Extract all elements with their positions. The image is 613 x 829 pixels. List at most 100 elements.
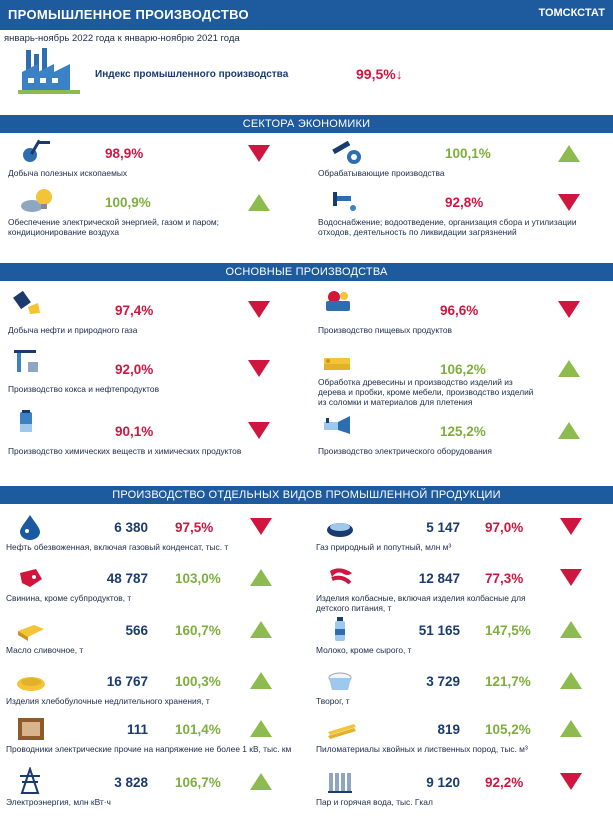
sector-value: 92,8% <box>445 195 484 210</box>
production-label: Добыча нефти и природного газа <box>8 325 138 335</box>
organization-name: ТОМСКСТАТ <box>538 7 606 19</box>
trend-up-icon <box>248 194 270 211</box>
product-quantity: 51 165 <box>418 623 460 638</box>
product-label: Молоко, кроме сырого, т <box>316 645 412 655</box>
trend-down-icon <box>248 422 270 439</box>
production-value: 97,4% <box>115 303 154 318</box>
product-quantity: 12 847 <box>418 571 460 586</box>
trend-up-icon <box>560 672 582 689</box>
trend-down-icon <box>560 773 582 790</box>
product-quantity: 6 380 <box>114 520 148 535</box>
sector-label: Обрабатывающие производства <box>318 168 445 178</box>
product-label: Газ природный и попутный, млн м³ <box>316 542 452 552</box>
trend-up-icon <box>558 422 580 439</box>
section-header-products: ПРОИЗВОДСТВО ОТДЕЛЬНЫХ ВИДОВ ПРОМЫШЛЕННО… <box>0 486 613 504</box>
energy-icon <box>18 186 52 214</box>
product-label: Нефть обезвоженная, включая газовый конд… <box>6 542 229 552</box>
gas-burner-icon <box>324 512 358 540</box>
trend-up-icon <box>560 621 582 638</box>
food-icon <box>320 287 354 315</box>
product-index-value: 103,0% <box>175 571 221 586</box>
product-index-value: 105,2% <box>485 722 531 737</box>
product-quantity: 3 828 <box>114 775 148 790</box>
sector-value: 100,1% <box>445 146 491 161</box>
butter-icon <box>14 615 48 643</box>
product-label: Изделия колбасные, включая изделия колба… <box>316 593 526 613</box>
product-label: Электроэнергия, млн кВт·ч <box>6 797 111 807</box>
trend-down-icon <box>250 518 272 535</box>
oil-extraction-icon <box>10 287 44 315</box>
production-label: Производство кокса и нефтепродуктов <box>8 384 160 394</box>
trend-down-icon <box>558 194 580 211</box>
electric-equipment-icon <box>320 408 354 436</box>
mining-icon <box>18 137 52 165</box>
manufacturing-icon <box>328 137 362 165</box>
trend-down-icon <box>558 301 580 318</box>
product-quantity: 48 787 <box>106 571 148 586</box>
cable-icon <box>14 714 48 742</box>
production-value: 92,0% <box>115 362 154 377</box>
trend-up-icon <box>558 360 580 377</box>
product-index-value: 101,4% <box>175 722 221 737</box>
production-value: 125,2% <box>440 424 486 439</box>
radiator-icon <box>324 767 358 795</box>
wood-icon <box>320 346 354 374</box>
bread-icon <box>14 666 48 694</box>
production-label: Производство химических веществ и химиче… <box>8 446 242 456</box>
trend-up-icon <box>558 145 580 162</box>
product-label: Творог, т <box>316 696 350 706</box>
product-quantity: 9 120 <box>426 775 460 790</box>
product-index-value: 121,7% <box>485 674 531 689</box>
product-index-value: 160,7% <box>175 623 221 638</box>
production-value: 90,1% <box>115 424 154 439</box>
product-quantity: 16 767 <box>106 674 148 689</box>
coke-icon <box>10 346 44 374</box>
product-label: Пар и горячая вода, тыс. Гкал <box>316 797 433 807</box>
trend-up-icon <box>250 720 272 737</box>
product-label: Масло сливочное, т <box>6 645 84 655</box>
period-subtitle: январь-ноябрь 2022 года к январю-ноябрю … <box>4 33 240 44</box>
product-quantity: 566 <box>125 623 148 638</box>
product-index-value: 77,3% <box>485 571 524 586</box>
sausage-icon <box>324 563 358 591</box>
production-value: 96,6% <box>440 303 479 318</box>
product-label: Свинина, кроме субпродуктов, т <box>6 593 132 603</box>
product-index-value: 106,7% <box>175 775 221 790</box>
product-quantity: 5 147 <box>426 520 460 535</box>
product-index-value: 147,5% <box>485 623 531 638</box>
production-value: 106,2% <box>440 362 486 377</box>
milk-icon <box>324 615 358 643</box>
lumber-icon <box>324 714 358 742</box>
page-title: ПРОМЫШЛЕННОЕ ПРОИЗВОДСТВО <box>8 7 249 22</box>
trend-down-icon <box>560 569 582 586</box>
product-label: Изделия хлебобулочные недлительного хран… <box>6 696 210 706</box>
product-index-value: 97,0% <box>485 520 524 535</box>
trend-up-icon <box>250 672 272 689</box>
power-tower-icon <box>14 765 48 795</box>
section-header-sectors: СЕКТОРА ЭКОНОМИКИ <box>0 115 613 133</box>
trend-up-icon <box>250 621 272 638</box>
product-label: Пиломатериалы хвойных и лиственных пород… <box>316 744 528 754</box>
oil-drop-icon <box>14 512 48 540</box>
trend-down-icon <box>248 301 270 318</box>
trend-down-icon <box>248 145 270 162</box>
sector-value: 100,9% <box>105 195 151 210</box>
product-quantity: 111 <box>126 722 148 737</box>
trend-up-icon <box>250 569 272 586</box>
product-label: Проводники электрические прочие на напря… <box>6 744 292 754</box>
product-quantity: 3 729 <box>426 674 460 689</box>
product-index-value: 97,5% <box>175 520 214 535</box>
industrial-index-label: Индекс промышленного производства <box>95 69 289 80</box>
header-bar: ПРОМЫШЛЕННОЕ ПРОИЗВОДСТВО ТОМСКСТАТ <box>0 0 613 30</box>
water-icon <box>328 186 362 214</box>
trend-down-icon <box>248 360 270 377</box>
trend-up-icon <box>560 720 582 737</box>
trend-up-icon <box>250 773 272 790</box>
sector-label: Обеспечение электрической энергией, газо… <box>8 217 219 237</box>
sector-value: 98,9% <box>105 146 144 161</box>
production-label: Производство электрического оборудования <box>318 446 492 456</box>
pork-icon <box>14 563 48 591</box>
factory-icon <box>18 48 80 94</box>
industrial-index-value: 99,5%↓ <box>356 66 403 82</box>
product-quantity: 819 <box>437 722 460 737</box>
